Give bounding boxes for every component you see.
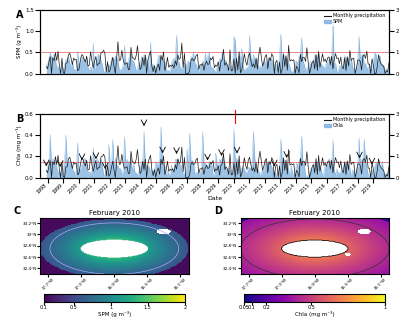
- Text: A: A: [16, 10, 23, 20]
- Title: February 2010: February 2010: [289, 210, 340, 216]
- Title: February 2010: February 2010: [89, 210, 140, 216]
- X-axis label: SPM (g m⁻³): SPM (g m⁻³): [98, 311, 131, 317]
- Y-axis label: SPM (g m⁻³): SPM (g m⁻³): [16, 25, 22, 58]
- X-axis label: Date: Date: [207, 196, 222, 201]
- Text: D: D: [214, 206, 222, 216]
- X-axis label: Chla (mg m⁻³): Chla (mg m⁻³): [295, 311, 334, 317]
- Text: B: B: [16, 114, 23, 124]
- Text: C: C: [13, 206, 20, 216]
- Legend: Monthly precipitation, SPM: Monthly precipitation, SPM: [322, 12, 387, 26]
- Legend: Monthly precipitation, Chla: Monthly precipitation, Chla: [322, 116, 387, 130]
- Y-axis label: Chla (mg m⁻³): Chla (mg m⁻³): [16, 126, 22, 165]
